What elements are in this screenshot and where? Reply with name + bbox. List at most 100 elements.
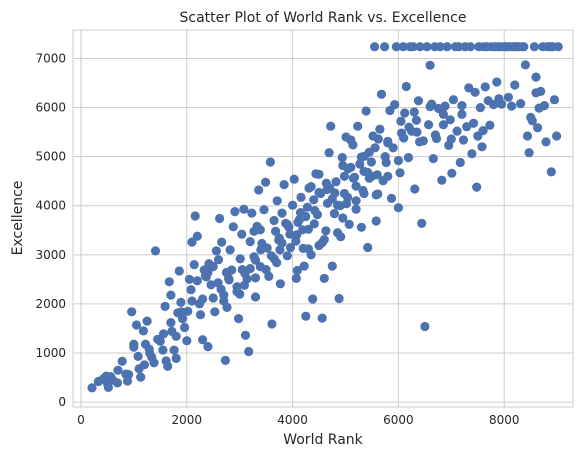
data-point: [292, 230, 302, 240]
data-point: [155, 336, 165, 346]
data-point: [169, 345, 179, 355]
data-point: [302, 202, 312, 212]
data-point: [150, 246, 161, 256]
data-point: [267, 319, 277, 329]
data-point: [359, 188, 369, 199]
y-tick-label: 7000: [35, 51, 66, 65]
data-point: [301, 311, 311, 321]
data-point: [351, 181, 361, 191]
data-point: [470, 87, 480, 97]
data-point: [430, 130, 440, 140]
data-point: [335, 201, 345, 211]
data-point: [309, 195, 319, 205]
data-point: [187, 237, 197, 247]
data-point: [370, 42, 380, 52]
data-point: [494, 94, 504, 104]
data-point: [475, 103, 485, 113]
data-point: [230, 207, 240, 217]
data-point: [195, 310, 206, 320]
data-point: [247, 208, 257, 218]
data-point: [522, 131, 533, 141]
data-point: [408, 42, 418, 52]
data-points: [87, 42, 563, 393]
data-point: [539, 101, 550, 111]
data-point: [356, 152, 366, 162]
data-point: [184, 274, 194, 284]
data-point: [176, 297, 186, 307]
data-point: [415, 42, 425, 52]
data-point: [102, 378, 112, 388]
data-point: [208, 262, 218, 272]
data-point: [171, 353, 181, 363]
data-point: [331, 177, 341, 187]
data-point: [299, 261, 309, 271]
data-point: [457, 109, 467, 119]
data-point: [279, 180, 289, 190]
data-point: [399, 133, 409, 143]
data-point: [122, 376, 133, 386]
data-point: [182, 336, 192, 346]
data-point: [217, 237, 227, 247]
data-point: [462, 122, 472, 132]
data-point: [166, 290, 176, 300]
data-point: [210, 307, 220, 317]
data-point: [353, 121, 363, 131]
data-point: [249, 226, 259, 236]
y-tick-label: 4000: [35, 199, 66, 213]
data-point: [380, 42, 390, 52]
data-point: [338, 213, 348, 223]
data-point: [245, 237, 255, 247]
data-point: [393, 156, 403, 166]
data-point: [468, 118, 479, 128]
data-point: [472, 182, 482, 192]
data-point: [244, 346, 254, 357]
data-point: [277, 208, 287, 218]
data-point: [393, 203, 403, 213]
data-point: [250, 255, 261, 265]
x-tick-label: 4000: [277, 413, 308, 427]
data-point: [400, 108, 410, 118]
plot-area: [72, 29, 574, 408]
data-point: [275, 279, 285, 289]
data-point: [516, 99, 526, 109]
data-point: [446, 134, 456, 144]
data-point: [553, 42, 563, 52]
data-point: [285, 229, 295, 239]
data-point: [428, 154, 438, 164]
data-point: [383, 138, 393, 148]
data-point: [492, 77, 502, 87]
data-point: [395, 168, 405, 178]
data-point: [457, 101, 467, 111]
data-point: [415, 137, 425, 147]
grid-lines: [73, 30, 573, 407]
data-point: [291, 273, 301, 283]
data-point: [139, 360, 149, 370]
data-point: [334, 293, 344, 304]
data-point: [259, 205, 269, 215]
data-point: [121, 369, 131, 379]
data-point: [327, 194, 337, 204]
data-point: [546, 167, 556, 177]
data-point: [127, 307, 137, 317]
data-point: [503, 92, 513, 102]
data-point: [131, 320, 142, 330]
data-point: [113, 365, 123, 375]
data-point: [271, 226, 281, 236]
data-point: [133, 351, 143, 361]
data-point: [177, 314, 188, 324]
data-point: [136, 372, 146, 382]
data-point: [372, 170, 382, 180]
data-point: [447, 168, 457, 178]
data-point: [87, 383, 97, 393]
data-point: [391, 42, 401, 52]
data-point: [298, 243, 308, 253]
y-tick-labels: 0 1000 2000 3000 4000 5000 6000 7000: [35, 51, 66, 409]
data-point: [189, 260, 199, 270]
data-point: [203, 342, 213, 352]
data-point: [455, 157, 465, 168]
x-axis-label: World Rank: [283, 432, 363, 448]
y-tick-label: 5000: [35, 150, 66, 164]
data-point: [348, 173, 358, 183]
data-point: [366, 157, 376, 167]
